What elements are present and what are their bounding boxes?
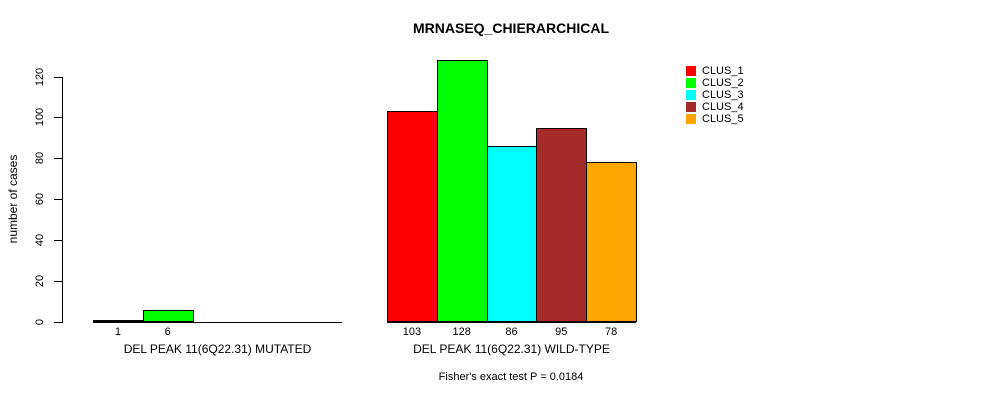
bar-value-label: 78: [604, 326, 618, 338]
legend-label-clus_2: CLUS_2: [702, 77, 744, 89]
legend-swatch-clus_3: [686, 90, 696, 100]
y-axis-line: [62, 76, 63, 323]
group-baseline: [93, 322, 342, 323]
bar-value-label: 6: [164, 326, 171, 338]
legend-swatch-clus_5: [686, 114, 696, 124]
legend-swatch-clus_4: [686, 102, 696, 112]
fisher-test-caption: Fisher's exact test P = 0.0184: [438, 371, 584, 383]
legend-label-clus_5: CLUS_5: [702, 113, 744, 125]
bar-clus_2: [142, 309, 194, 322]
bar-value-label: 95: [555, 326, 568, 338]
group-label: DEL PEAK 11(6Q22.31) WILD-TYPE: [413, 342, 610, 356]
legend-swatch-clus_1: [686, 66, 696, 76]
legend-label-clus_3: CLUS_3: [702, 89, 744, 101]
y-tick-label: 100: [34, 108, 46, 127]
bar-clus_3: [486, 146, 538, 322]
y-tick-label: 120: [34, 67, 46, 86]
legend-label-clus_1: CLUS_1: [702, 65, 744, 77]
y-tick-label: 80: [34, 152, 46, 165]
y-tick-label: 20: [34, 274, 46, 288]
y-tick: [54, 281, 62, 283]
bar-value-label: 86: [505, 326, 518, 338]
y-tick: [54, 240, 62, 242]
y-tick-label: 0: [34, 318, 46, 326]
y-tick-label: 60: [34, 193, 46, 206]
bar-clus_1: [93, 319, 144, 322]
bar-clus_4: [536, 127, 588, 322]
group-baseline: [387, 322, 636, 323]
y-tick: [54, 76, 62, 78]
bar-clus_1: [387, 111, 438, 322]
group-label: DEL PEAK 11(6Q22.31) MUTATED: [123, 342, 312, 356]
bar-value-label: 1: [114, 326, 121, 338]
y-axis-title: number of cases: [6, 154, 20, 244]
bar-value-label: 103: [402, 326, 422, 338]
bar-value-label: 128: [452, 326, 471, 338]
y-tick: [54, 117, 62, 119]
y-tick: [54, 199, 62, 201]
chart-title: MRNASEQ_CHIERARCHICAL: [412, 20, 610, 36]
y-tick-label: 40: [34, 234, 46, 247]
legend-swatch-clus_2: [686, 78, 696, 88]
y-tick: [54, 322, 62, 323]
bar-clus_2: [436, 60, 488, 322]
legend-label-clus_4: CLUS_4: [702, 101, 744, 113]
bar-clus_5: [586, 162, 637, 322]
y-tick: [54, 158, 62, 160]
